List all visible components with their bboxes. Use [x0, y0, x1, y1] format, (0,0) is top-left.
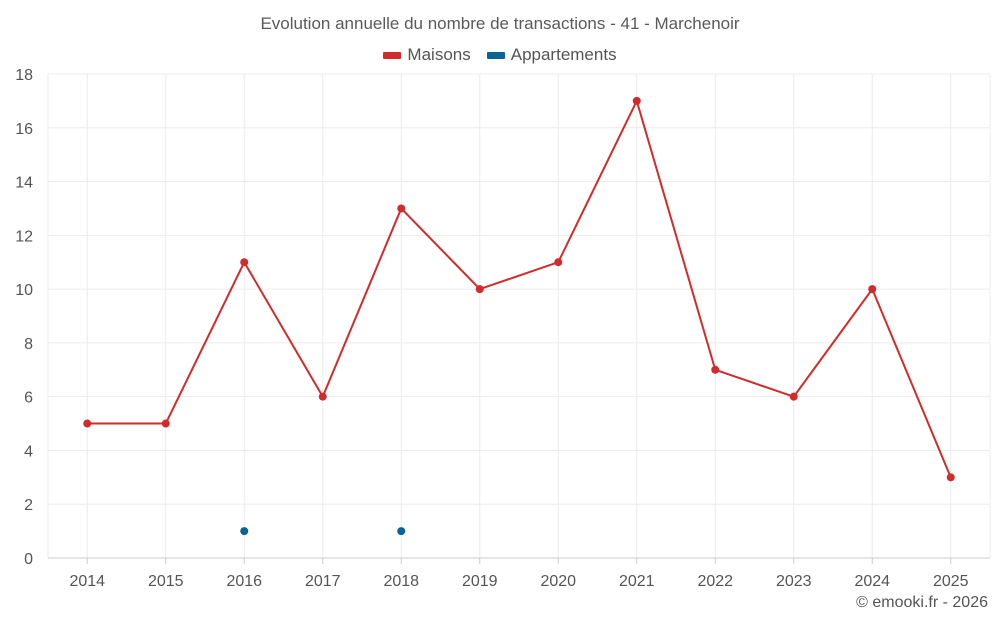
- data-point-appartements: [240, 527, 249, 536]
- credit-text: © emooki.fr - 2026: [856, 594, 988, 611]
- chart-title: Evolution annuelle du nombre de transact…: [260, 14, 740, 33]
- y-tick-label: 4: [24, 443, 33, 460]
- y-tick-label: 12: [15, 228, 33, 245]
- legend: Maisons Appartements: [0, 45, 1000, 65]
- x-tick-label: 2018: [383, 573, 419, 590]
- data-point-maisons: [789, 392, 798, 401]
- legend-item-appartements[interactable]: Appartements: [486, 45, 617, 65]
- y-tick-label: 16: [15, 121, 33, 138]
- x-tick-label: 2016: [226, 573, 262, 590]
- data-point-maisons: [946, 473, 955, 482]
- data-point-maisons: [632, 96, 641, 105]
- legend-swatch-maisons: [383, 51, 402, 59]
- y-tick-label: 6: [24, 390, 33, 407]
- legend-label-appartements: Appartements: [510, 45, 617, 64]
- y-tick-label: 14: [15, 175, 33, 192]
- y-tick-label: 2: [24, 497, 33, 514]
- x-tick-label: 2024: [854, 573, 890, 590]
- x-tick-label: 2025: [933, 573, 969, 590]
- y-tick-label: 0: [24, 551, 33, 568]
- data-point-maisons: [83, 419, 92, 428]
- x-tick-label: 2017: [305, 573, 341, 590]
- y-tick-label: 18: [15, 67, 33, 84]
- series-line-maisons: [87, 99, 952, 478]
- x-tick-label: 2015: [148, 573, 184, 590]
- x-tick-label: 2014: [69, 573, 105, 590]
- data-point-maisons: [475, 285, 484, 294]
- legend-item-maisons[interactable]: Maisons: [383, 45, 471, 65]
- data-point-maisons: [161, 419, 170, 428]
- data-point-maisons: [554, 258, 563, 267]
- data-point-maisons: [711, 365, 720, 374]
- x-tick-label: 2020: [540, 573, 576, 590]
- legend-label-maisons: Maisons: [407, 45, 471, 64]
- data-point-maisons: [868, 285, 877, 294]
- x-tick-label: 2021: [619, 573, 655, 590]
- data-point-maisons: [240, 258, 249, 267]
- x-tick-label: 2019: [462, 573, 498, 590]
- data-point-appartements: [397, 527, 406, 536]
- y-tick-label: 8: [24, 336, 33, 353]
- data-point-maisons: [397, 204, 406, 213]
- data-point-maisons: [318, 392, 327, 401]
- y-tick-label: 10: [15, 282, 33, 299]
- legend-swatch-appartements: [486, 51, 505, 59]
- x-tick-label: 2023: [776, 573, 812, 590]
- x-tick-label: 2022: [697, 573, 733, 590]
